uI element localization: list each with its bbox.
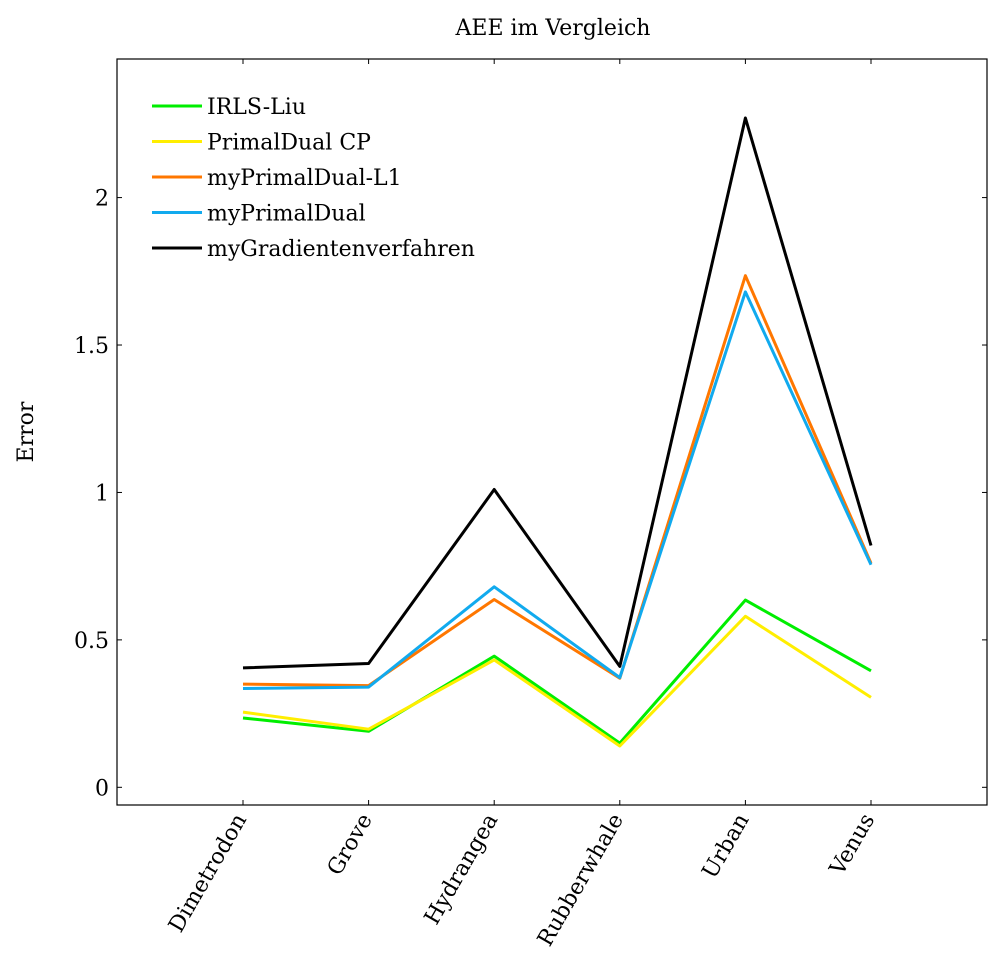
y-tick-label: 2	[95, 187, 109, 212]
x-tick-label: Venus	[825, 810, 880, 881]
x-tick-label: Dimetrodon	[164, 810, 252, 937]
chart-title: AEE im Vergleich	[455, 16, 651, 41]
legend-entry: IRLS-Liu	[207, 95, 306, 120]
x-tick-label: Grove	[323, 810, 378, 880]
y-tick-label: 0.5	[74, 629, 109, 654]
x-tick-label: Hydrangea	[420, 810, 504, 930]
y-tick-label: 1.5	[74, 334, 109, 359]
series-line	[242, 290, 873, 690]
x-tick-label: Urban	[698, 810, 755, 884]
series-line	[242, 274, 873, 688]
series-line	[242, 598, 872, 745]
legend-entry: myPrimalDual	[207, 202, 366, 227]
x-tick-label: Rubberwhale	[533, 810, 629, 951]
legend-entry: myGradientenverfahren	[207, 237, 475, 262]
axis-ticks: 0 0.5 1 1.5 2 Dimetrodon Grove Hydrangea Rubberw…	[74, 59, 987, 951]
y-tick-label: 0	[95, 776, 109, 801]
legend-entry: PrimalDual CP	[207, 131, 371, 156]
y-tick-label: 1	[95, 481, 109, 506]
legend-entry: myPrimalDual-L1	[207, 166, 402, 191]
series-line	[242, 614, 872, 748]
series-lines	[242, 116, 873, 748]
legend: IRLS-Liu PrimalDual CP myPrimalDual-L1 myPr…	[152, 95, 475, 262]
series-line	[242, 116, 873, 670]
y-axis-label: Error	[14, 401, 39, 462]
plot-frame	[116, 58, 988, 806]
